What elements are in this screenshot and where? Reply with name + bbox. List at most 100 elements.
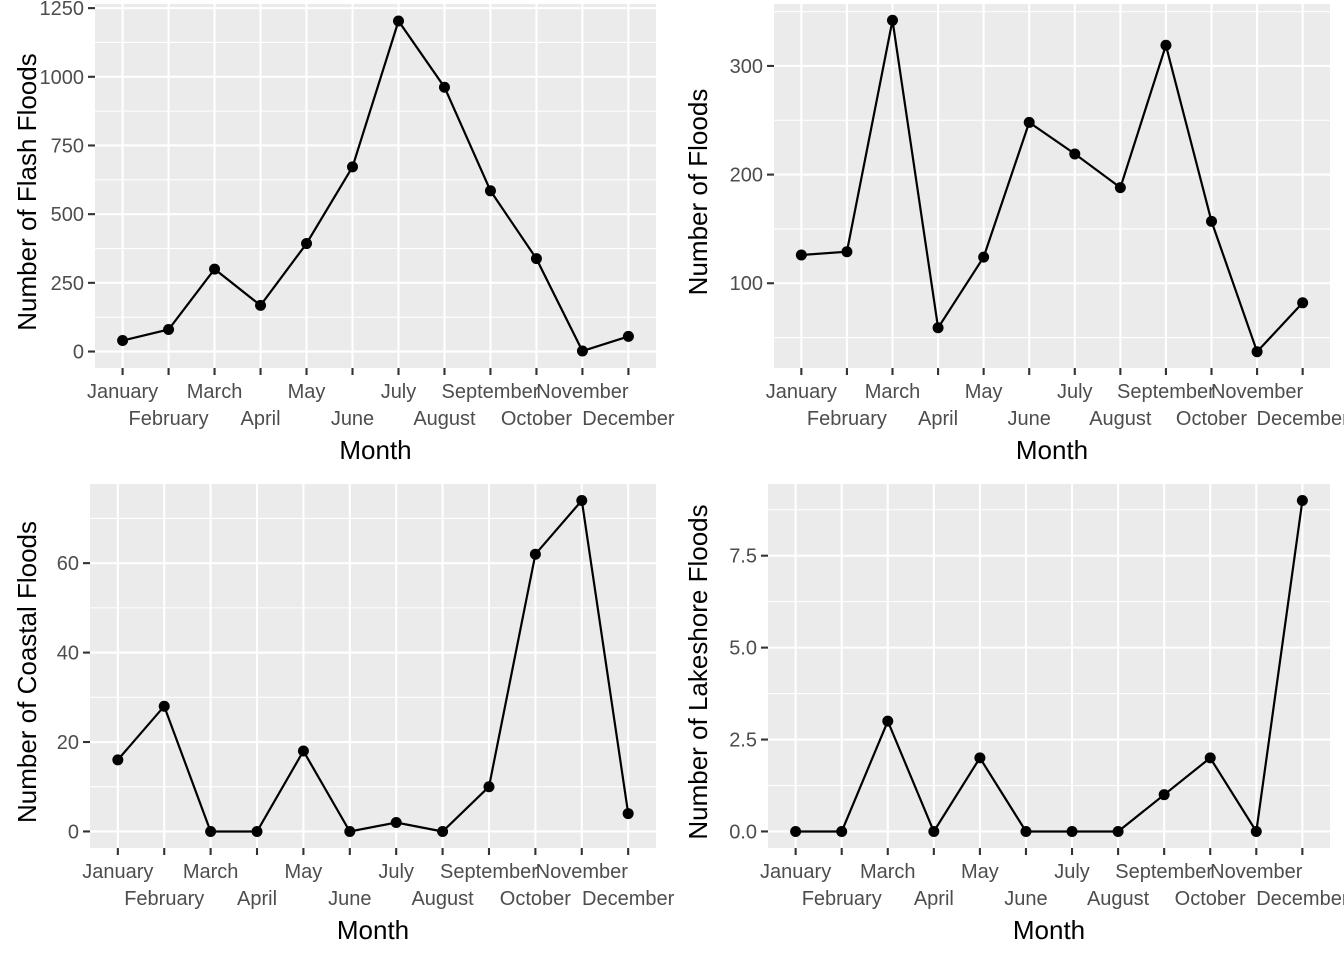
- x-tick-label: December: [1256, 888, 1344, 910]
- y-tick-label: 1000: [40, 67, 85, 89]
- data-point: [483, 781, 495, 793]
- series-line: [116, 497, 630, 833]
- data-point: [886, 14, 898, 26]
- x-axis-title: Month: [337, 915, 409, 945]
- x-tick-label: April: [914, 888, 954, 910]
- data-point: [1112, 825, 1124, 837]
- data-point: [251, 825, 263, 837]
- x-tick-label: November: [1210, 861, 1303, 883]
- data-point: [158, 700, 170, 712]
- x-tick-label: January: [766, 381, 837, 403]
- x-tick-label: July: [381, 381, 417, 403]
- x-tick-label: August: [1087, 888, 1150, 910]
- data-point: [205, 825, 217, 837]
- x-axis-title: Month: [1016, 435, 1088, 465]
- x-axis-title: Month: [339, 435, 411, 465]
- data-point: [1069, 148, 1081, 160]
- y-tick-label: 0: [73, 342, 84, 364]
- data-point: [576, 345, 588, 357]
- data-point: [882, 715, 894, 727]
- y-tick-label: 40: [57, 643, 79, 665]
- data-point: [928, 825, 940, 837]
- y-axis-title: Number of Flash Floods: [12, 53, 42, 330]
- x-tick-label: January: [82, 861, 153, 883]
- y-tick-label: 500: [51, 204, 84, 226]
- data-point: [344, 825, 356, 837]
- plot-background: [774, 4, 1330, 368]
- data-point: [347, 161, 359, 173]
- x-tick-label: April: [241, 408, 281, 430]
- data-point: [392, 15, 404, 27]
- chart-panel-2: 100 200 300 January February March April MayJun…: [683, 4, 1344, 465]
- data-point: [117, 335, 129, 347]
- plot-background: [95, 4, 656, 368]
- series-line: [122, 18, 629, 353]
- data-point: [112, 754, 124, 766]
- data-point: [1023, 116, 1035, 128]
- data-point: [978, 251, 990, 263]
- x-tick-label: March: [865, 381, 921, 403]
- x-tick-label: December: [1257, 408, 1344, 430]
- data-point: [1204, 752, 1216, 764]
- x-tick-label: September: [1115, 861, 1213, 883]
- x-tick-label: February: [802, 888, 882, 910]
- data-point: [974, 752, 986, 764]
- x-tick-label: April: [237, 888, 277, 910]
- data-point: [1250, 825, 1262, 837]
- x-axis-title: Month: [1013, 915, 1085, 945]
- x-tick-label: October: [500, 888, 571, 910]
- data-point: [932, 322, 944, 334]
- data-point: [841, 246, 853, 258]
- data-point: [1160, 39, 1172, 51]
- x-tick-label: August: [1089, 408, 1152, 430]
- x-tick-label: January: [87, 381, 158, 403]
- data-point: [622, 330, 634, 342]
- series-line: [795, 500, 1304, 835]
- y-tick-label: 0: [68, 821, 79, 843]
- data-point: [576, 495, 588, 507]
- data-point: [209, 263, 221, 275]
- x-tick-label: November: [536, 381, 629, 403]
- data-point: [530, 253, 542, 265]
- x-tick-label: March: [860, 861, 916, 883]
- x-tick-label: July: [378, 861, 414, 883]
- data-point: [1251, 346, 1263, 358]
- x-tick-label: February: [129, 408, 209, 430]
- data-point: [390, 817, 402, 829]
- x-tick-label: May: [288, 381, 326, 403]
- x-tick-label: September: [442, 381, 540, 403]
- data-point: [1020, 825, 1032, 837]
- y-tick-label: 20: [57, 732, 79, 754]
- x-tick-label: June: [328, 888, 371, 910]
- data-point: [484, 185, 496, 197]
- data-point: [1158, 789, 1170, 801]
- x-tick-label: May: [961, 861, 999, 883]
- data-point: [1296, 495, 1308, 507]
- x-tick-label: February: [124, 888, 204, 910]
- chart-panel-1: 0 250 500 750 1000 1250 January February March Ap…: [12, 0, 675, 465]
- data-point: [1114, 182, 1126, 194]
- data-point: [1206, 215, 1218, 227]
- x-tick-label: October: [1176, 408, 1247, 430]
- x-tick-label: February: [807, 408, 887, 430]
- y-tick-label: 0.0: [729, 821, 757, 843]
- data-point: [437, 825, 449, 837]
- x-tick-label: December: [582, 408, 675, 430]
- x-tick-label: November: [1211, 381, 1304, 403]
- x-tick-label: January: [760, 861, 831, 883]
- y-tick-label: 300: [730, 56, 763, 78]
- data-point: [255, 299, 267, 311]
- chart-panel-4: 0.0 2.5 5.0 7.5 January February March April May…: [683, 484, 1344, 945]
- x-tick-label: December: [582, 888, 675, 910]
- data-point: [438, 81, 450, 93]
- series-line: [801, 20, 1304, 354]
- x-tick-label: June: [1004, 888, 1047, 910]
- y-tick-label: 1250: [40, 0, 85, 20]
- x-tick-label: October: [501, 408, 572, 430]
- x-tick-label: March: [183, 861, 239, 883]
- plot-background: [768, 484, 1330, 848]
- x-tick-label: June: [1008, 408, 1051, 430]
- y-tick-label: 100: [730, 273, 763, 295]
- y-axis-title: Number of Lakeshore Floods: [683, 504, 713, 839]
